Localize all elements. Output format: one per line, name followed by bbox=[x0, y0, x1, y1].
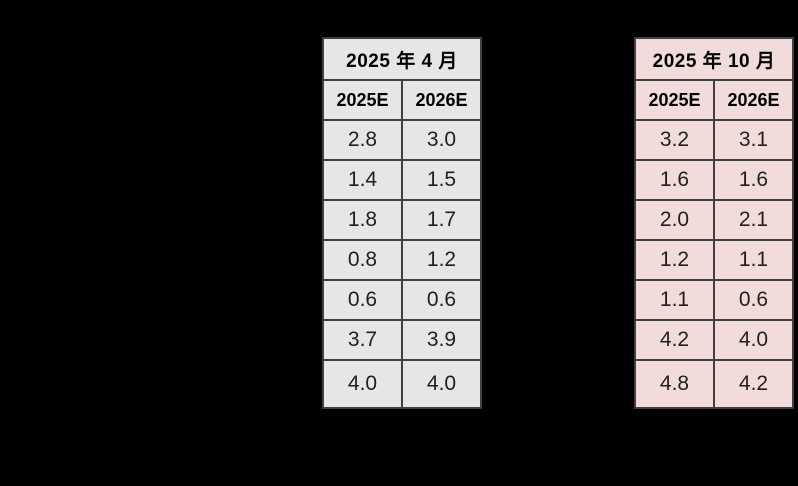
table-cell: 3.2 bbox=[634, 119, 715, 161]
table-cell: 4.0 bbox=[713, 319, 794, 361]
table-cell: 1.7 bbox=[401, 199, 482, 241]
table-row: 2.8 3.0 bbox=[322, 119, 482, 161]
table-cell: 4.2 bbox=[713, 359, 794, 409]
table-cell: 3.7 bbox=[322, 319, 403, 361]
table-row: 1.2 1.1 bbox=[634, 239, 794, 281]
table-cell: 1.5 bbox=[401, 159, 482, 201]
table-cell: 1.4 bbox=[322, 159, 403, 201]
table-cell: 0.6 bbox=[401, 279, 482, 321]
column-header-2025e: 2025E bbox=[322, 79, 403, 121]
table-row: 4.2 4.0 bbox=[634, 319, 794, 361]
april-forecast-table: 2025 年 4 月 2025E 2026E 2.8 3.0 1.4 1.5 1… bbox=[322, 37, 482, 409]
table-cell: 0.6 bbox=[322, 279, 403, 321]
october-forecast-table: 2025 年 10 月 2025E 2026E 3.2 3.1 1.6 1.6 … bbox=[634, 37, 794, 409]
table-cell: 2.0 bbox=[634, 199, 715, 241]
table-row: 1.6 1.6 bbox=[634, 159, 794, 201]
table-cell: 4.8 bbox=[634, 359, 715, 409]
table-row: 1.8 1.7 bbox=[322, 199, 482, 241]
table-cell: 1.6 bbox=[634, 159, 715, 201]
table-cell: 1.6 bbox=[713, 159, 794, 201]
table-row: 3.2 3.1 bbox=[634, 119, 794, 161]
column-header-2026e: 2026E bbox=[713, 79, 794, 121]
table-cell: 1.2 bbox=[401, 239, 482, 281]
table-cell: 0.8 bbox=[322, 239, 403, 281]
table-row: 1.4 1.5 bbox=[322, 159, 482, 201]
table-cell: 3.9 bbox=[401, 319, 482, 361]
table-row: 0.8 1.2 bbox=[322, 239, 482, 281]
table-cell: 4.2 bbox=[634, 319, 715, 361]
table-cell: 2.1 bbox=[713, 199, 794, 241]
table-cell: 4.0 bbox=[401, 359, 482, 409]
table-row: 0.6 0.6 bbox=[322, 279, 482, 321]
table-row: 1.1 0.6 bbox=[634, 279, 794, 321]
table-cell: 1.1 bbox=[713, 239, 794, 281]
table-cell: 1.8 bbox=[322, 199, 403, 241]
table-cell: 1.1 bbox=[634, 279, 715, 321]
table-cell: 3.0 bbox=[401, 119, 482, 161]
table-title: 2025 年 10 月 bbox=[634, 37, 794, 81]
table-row: 4.0 4.0 bbox=[322, 359, 482, 409]
table-row: 4.8 4.2 bbox=[634, 359, 794, 409]
table-row: 2.0 2.1 bbox=[634, 199, 794, 241]
table-cell-highlighted: 2.8 bbox=[322, 119, 403, 161]
table-row: 3.7 3.9 bbox=[322, 319, 482, 361]
table-cell: 1.2 bbox=[634, 239, 715, 281]
table-cell: 4.0 bbox=[322, 359, 403, 409]
table-cell: 3.1 bbox=[713, 119, 794, 161]
table-cell: 0.6 bbox=[713, 279, 794, 321]
column-header-2026e: 2026E bbox=[401, 79, 482, 121]
column-header-2025e: 2025E bbox=[634, 79, 715, 121]
table-title: 2025 年 4 月 bbox=[322, 37, 482, 81]
